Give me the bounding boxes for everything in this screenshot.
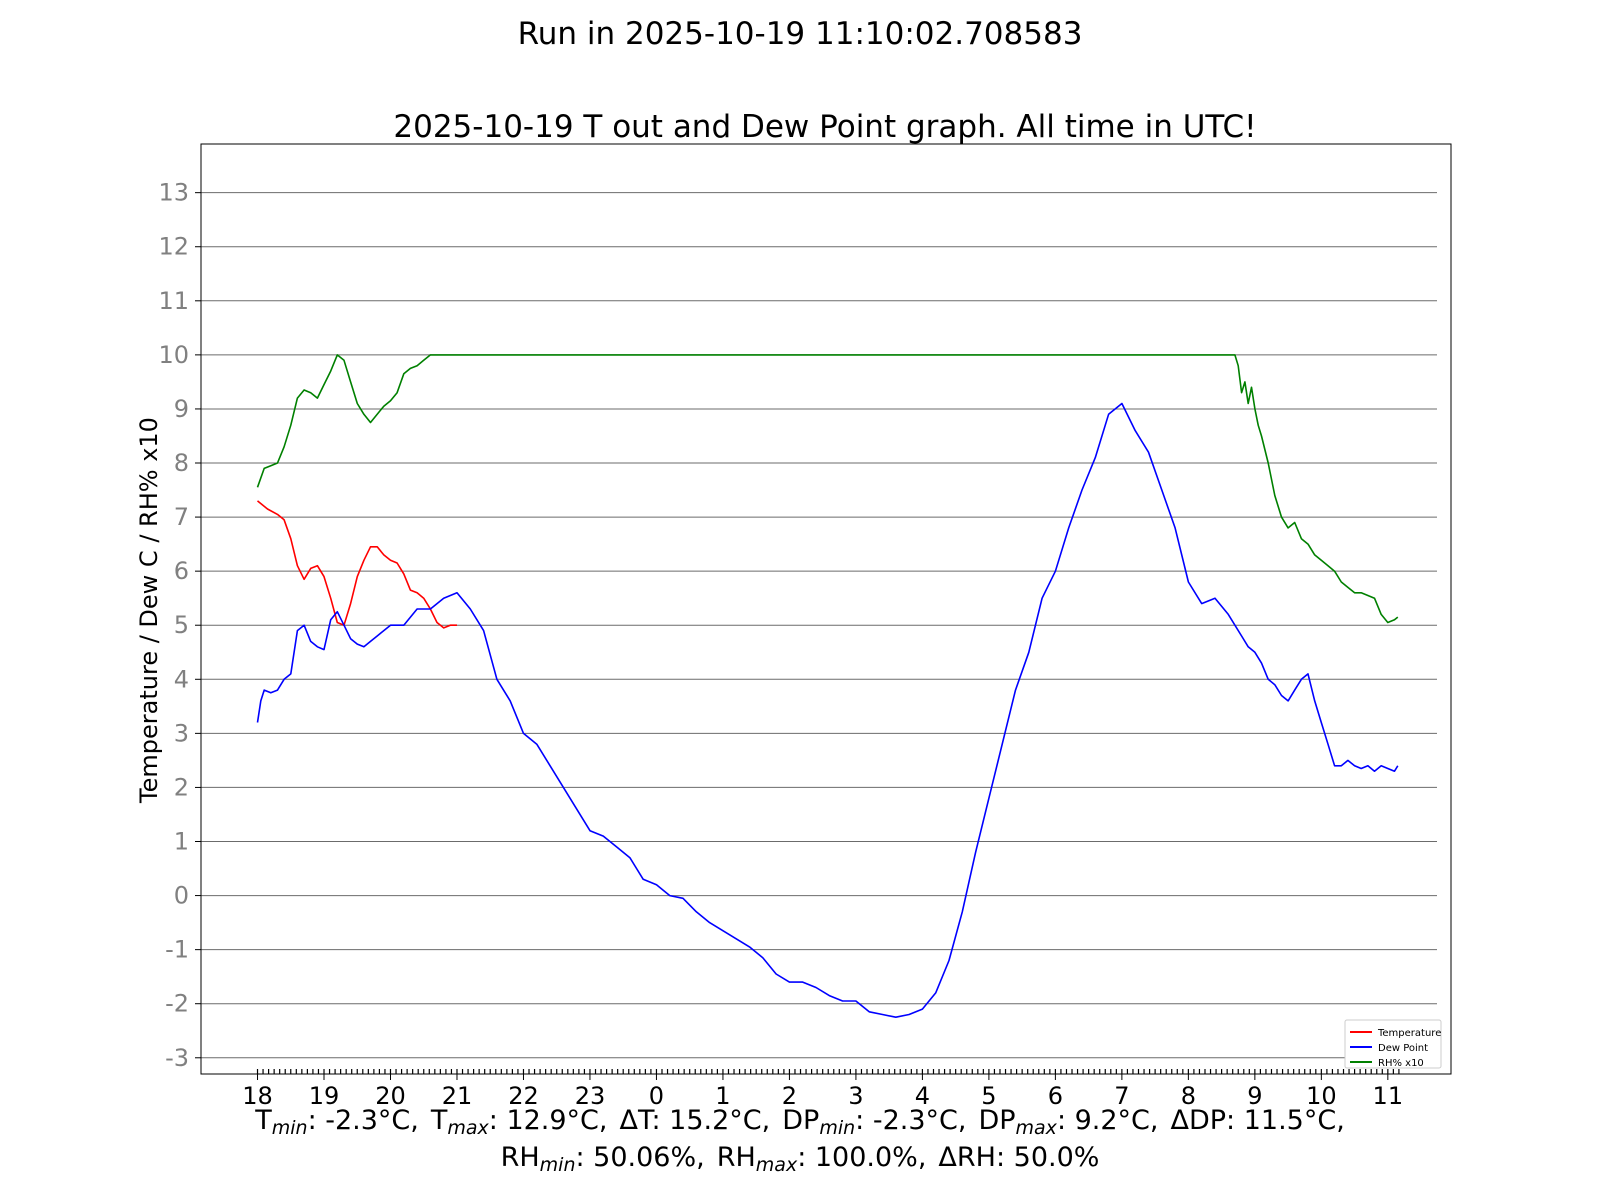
chart-title: 2025-10-19 T out and Dew Point graph. Al… bbox=[393, 109, 1256, 145]
stat-symbol: DP bbox=[782, 1105, 820, 1136]
stat-symbol: T bbox=[430, 1105, 448, 1136]
stat-symbol: RH bbox=[500, 1142, 540, 1173]
stat-value: : 15.2°C, bbox=[651, 1105, 771, 1136]
x-tick-label: 6 bbox=[1048, 1082, 1063, 1110]
y-tick-label: 0 bbox=[174, 882, 189, 910]
legend-label: RH% x10 bbox=[1378, 1058, 1424, 1069]
y-axis-label: Temperature / Dew C / RH% x10 bbox=[135, 417, 163, 804]
stat-symbol: RH bbox=[716, 1142, 756, 1173]
minor-tick-band bbox=[256, 1069, 1400, 1074]
y-tick-label: 4 bbox=[174, 665, 189, 693]
y-tick-label: 3 bbox=[174, 719, 189, 747]
y-tick-label: 8 bbox=[174, 449, 189, 477]
series-line-rh-x10 bbox=[256, 354, 1399, 624]
stat-item: ΔRH: 50.0% bbox=[938, 1142, 1099, 1173]
stat-value: : 12.9°C, bbox=[488, 1105, 608, 1136]
stats-line-temperature: Tmin: -2.3°C, Tmax: 12.9°C, ΔT: 15.2°C, DPm… bbox=[0, 1105, 1600, 1139]
y-tick-label: 2 bbox=[174, 773, 189, 801]
x-tick-label: 22 bbox=[508, 1082, 539, 1110]
x-tick-label: 2 bbox=[782, 1082, 797, 1110]
stat-value: : 11.5°C, bbox=[1226, 1105, 1345, 1136]
y-tick-label: 11 bbox=[158, 287, 189, 315]
legend-label: Temperature bbox=[1377, 1028, 1441, 1039]
x-tick-label: 4 bbox=[915, 1082, 930, 1110]
stat-item: Tmax: 12.9°C, bbox=[430, 1105, 608, 1139]
stat-item: ΔDP: 11.5°C, bbox=[1171, 1105, 1345, 1136]
x-tick-label: 1 bbox=[715, 1082, 730, 1110]
legend-label: Dew Point bbox=[1378, 1043, 1428, 1054]
series-line-temperature bbox=[256, 500, 457, 629]
x-tick-label: 7 bbox=[1114, 1082, 1129, 1110]
x-tick-label: 18 bbox=[242, 1082, 273, 1110]
stat-value: : -2.3°C, bbox=[855, 1105, 967, 1136]
stat-subscript: min bbox=[271, 1117, 308, 1139]
y-tick-label: 6 bbox=[174, 557, 189, 585]
y-tick-label: -2 bbox=[165, 990, 189, 1018]
stat-item: RHmin: 50.06%, bbox=[500, 1142, 705, 1176]
y-tick-label: 12 bbox=[158, 233, 189, 261]
stat-item: RHmax: 100.0%, bbox=[716, 1142, 927, 1176]
stat-subscript: max bbox=[1015, 1117, 1057, 1139]
run-timestamp-title: Run in 2025-10-19 11:10:02.708583 bbox=[517, 16, 1083, 52]
x-tick-label: 0 bbox=[649, 1082, 664, 1110]
y-tick-label: 7 bbox=[174, 503, 189, 531]
x-tick-label: 21 bbox=[442, 1082, 473, 1110]
stat-subscript: min bbox=[539, 1154, 576, 1176]
x-tick-label: 10 bbox=[1306, 1082, 1337, 1110]
stat-subscript: max bbox=[755, 1154, 798, 1176]
gridlines bbox=[201, 192, 1437, 1059]
y-tick-label: -1 bbox=[165, 936, 189, 964]
stat-value: : -2.3°C, bbox=[307, 1105, 419, 1136]
y-tick-label: 1 bbox=[174, 828, 189, 856]
series-lines bbox=[256, 354, 1399, 1019]
legend: Temperature Dew Point RH% x10 bbox=[1344, 1019, 1442, 1069]
x-tick-label: 20 bbox=[375, 1082, 406, 1110]
x-tick-label: 23 bbox=[575, 1082, 606, 1110]
stat-value: : 100.0%, bbox=[797, 1142, 927, 1173]
stat-item: DPmax: 9.2°C, bbox=[978, 1105, 1159, 1139]
plot-frame bbox=[200, 143, 1452, 1075]
series-line-dew-point bbox=[256, 402, 1399, 1019]
x-tick-label: 19 bbox=[309, 1082, 340, 1110]
x-tick-label: 3 bbox=[848, 1082, 863, 1110]
stat-subscript: max bbox=[447, 1117, 489, 1139]
stat-value: : 9.2°C, bbox=[1056, 1105, 1159, 1136]
stat-item: DPmin: -2.3°C, bbox=[782, 1105, 967, 1139]
stats-line-humidity: RHmin: 50.06%, RHmax: 100.0%, ΔRH: 50.0% bbox=[0, 1142, 1600, 1176]
x-tick-label: 8 bbox=[1181, 1082, 1196, 1110]
stat-symbol: ΔRH bbox=[938, 1142, 996, 1173]
x-tick-label: 5 bbox=[981, 1082, 996, 1110]
stat-symbol: ΔT bbox=[619, 1105, 652, 1136]
y-tick-label: -3 bbox=[165, 1044, 189, 1072]
stat-symbol: DP bbox=[978, 1105, 1016, 1136]
stat-item: ΔT: 15.2°C, bbox=[620, 1105, 771, 1136]
stat-symbol: T bbox=[255, 1105, 272, 1136]
stat-value: : 50.0% bbox=[995, 1142, 1100, 1173]
x-tick-label: 9 bbox=[1247, 1082, 1262, 1110]
stat-subscript: min bbox=[819, 1117, 856, 1139]
stat-value: : 50.06%, bbox=[575, 1142, 705, 1173]
stat-symbol: ΔDP bbox=[1170, 1105, 1227, 1136]
x-axis-ticks: 18 19 20 21 22 23 0 1 2 3 4 5 6 7 8 9 10 11 bbox=[242, 1074, 1403, 1110]
y-tick-label: 5 bbox=[174, 611, 189, 639]
y-tick-label: 10 bbox=[158, 341, 189, 369]
stat-item: Tmin: -2.3°C, bbox=[255, 1105, 419, 1139]
x-tick-label: 11 bbox=[1373, 1082, 1404, 1110]
y-tick-label: 13 bbox=[158, 179, 189, 207]
y-tick-label: 9 bbox=[174, 395, 189, 423]
